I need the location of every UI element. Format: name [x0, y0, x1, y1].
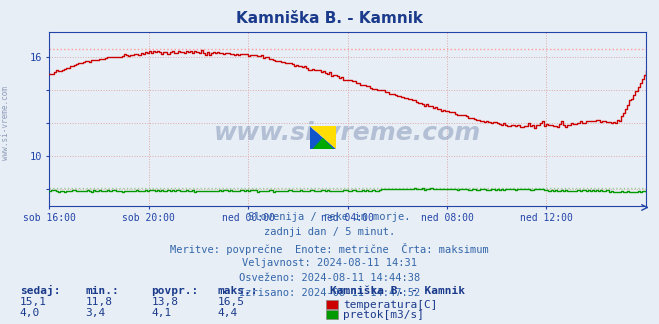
Text: www.si-vreme.com: www.si-vreme.com — [214, 121, 481, 145]
Text: Izrisano: 2024-08-11 14:47:52: Izrisano: 2024-08-11 14:47:52 — [239, 288, 420, 298]
Text: Kamniška B. - Kamnik: Kamniška B. - Kamnik — [236, 11, 423, 26]
Text: Osveženo: 2024-08-11 14:44:38: Osveženo: 2024-08-11 14:44:38 — [239, 273, 420, 283]
Text: 11,8: 11,8 — [86, 297, 113, 307]
Polygon shape — [310, 126, 336, 149]
Text: 15,1: 15,1 — [20, 297, 47, 307]
Text: maks.:: maks.: — [217, 286, 258, 296]
Text: zadnji dan / 5 minut.: zadnji dan / 5 minut. — [264, 227, 395, 237]
Text: temperatura[C]: temperatura[C] — [343, 300, 438, 309]
Text: 16,5: 16,5 — [217, 297, 244, 307]
Text: Kamniška B. - Kamnik: Kamniška B. - Kamnik — [330, 286, 465, 296]
Text: 3,4: 3,4 — [86, 307, 106, 318]
Text: 13,8: 13,8 — [152, 297, 179, 307]
Text: min.:: min.: — [86, 286, 119, 296]
Text: pretok[m3/s]: pretok[m3/s] — [343, 310, 424, 320]
Text: povpr.:: povpr.: — [152, 286, 199, 296]
Text: www.si-vreme.com: www.si-vreme.com — [1, 86, 10, 160]
Text: 4,1: 4,1 — [152, 307, 172, 318]
Text: 4,4: 4,4 — [217, 307, 238, 318]
Text: Veljavnost: 2024-08-11 14:31: Veljavnost: 2024-08-11 14:31 — [242, 258, 417, 268]
Text: Meritve: povprečne  Enote: metrične  Črta: maksimum: Meritve: povprečne Enote: metrične Črta:… — [170, 243, 489, 255]
Text: Slovenija / reke in morje.: Slovenija / reke in morje. — [248, 212, 411, 222]
Polygon shape — [312, 138, 333, 149]
Text: 4,0: 4,0 — [20, 307, 40, 318]
Polygon shape — [310, 126, 336, 149]
Text: sedaj:: sedaj: — [20, 285, 60, 296]
